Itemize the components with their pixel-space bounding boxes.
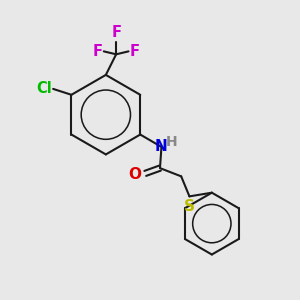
Text: S: S xyxy=(184,199,195,214)
Text: H: H xyxy=(166,135,178,148)
Text: N: N xyxy=(155,140,168,154)
Text: F: F xyxy=(111,26,121,40)
Text: F: F xyxy=(130,44,140,59)
Text: O: O xyxy=(129,167,142,182)
Text: F: F xyxy=(92,44,102,59)
Text: Cl: Cl xyxy=(36,81,52,96)
